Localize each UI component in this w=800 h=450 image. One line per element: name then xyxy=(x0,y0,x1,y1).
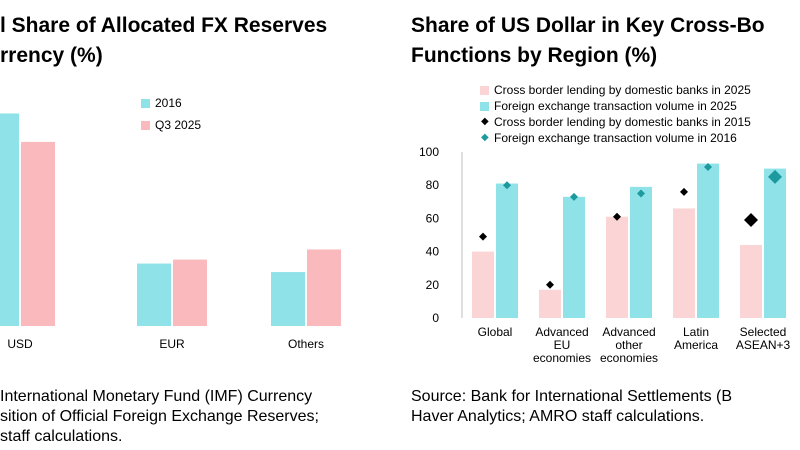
bar-cross-border-lending-by-domestic-banks-in-2025-selected-asean-3 xyxy=(740,244,762,318)
x-tick-label-latin-america-line2: America xyxy=(674,338,718,352)
legend-marker-fx-2016: ◆ xyxy=(481,132,489,143)
legend-swatch-lending-2025 xyxy=(480,86,489,95)
x-tick-label-usd: USD xyxy=(7,337,33,351)
x-tick-label-advanced-eu-economies-line3: economies xyxy=(533,351,591,365)
right-chart-title-line1: Share of US Dollar in Key Cross-Bo xyxy=(411,14,765,37)
right-source-line1: Source: Bank for International Settlemen… xyxy=(411,388,733,405)
bar-foreign-exchange-transaction-volume-in-2025-latin-america xyxy=(697,163,719,318)
right-source-line2: Haver Analytics; AMRO staff calculations… xyxy=(411,408,705,425)
marker-cross-border-lending-by-domestic-banks-in-2015-advanced-other-economies xyxy=(613,212,621,221)
marker-cross-border-lending-by-domestic-banks-in-2015-advanced-eu-economies xyxy=(546,280,554,289)
legend-label-q3-2025: Q3 2025 xyxy=(155,118,202,132)
x-tick-label-advanced-other-economies-line2: other xyxy=(615,338,642,352)
bar-cross-border-lending-by-domestic-banks-in-2025-advanced-eu-economies xyxy=(539,289,561,318)
x-tick-label-selected-asean-3-line2: ASEAN+3 xyxy=(736,338,791,352)
x-tick-label-others: Others xyxy=(288,337,324,351)
left-source-line1: International Monetary Fund (IMF) Curren… xyxy=(0,388,313,405)
legend-marker-lending-2015: ◆ xyxy=(481,116,489,127)
marker-foreign-exchange-transaction-volume-in-2016-latin-america xyxy=(704,162,712,171)
legend-label-lending-2025: Cross border lending by domestic banks i… xyxy=(494,83,751,97)
marker-foreign-exchange-transaction-volume-in-2016-selected-asean-3 xyxy=(768,169,782,184)
marker-foreign-exchange-transaction-volume-in-2016-advanced-other-economies xyxy=(637,189,645,198)
bar-foreign-exchange-transaction-volume-in-2025-global xyxy=(496,183,518,318)
legend-swatch-2016 xyxy=(141,99,150,108)
legend-swatch-fx-2025 xyxy=(480,102,489,111)
bar-2016-others xyxy=(271,272,305,326)
left-chart-title-line2: rrency (%) xyxy=(0,44,103,67)
legend-label-fx-2016: Foreign exchange transaction volume in 2… xyxy=(494,131,737,145)
bar-q3-2025-eur xyxy=(173,259,207,326)
right-chart-title-line2: Functions by Region (%) xyxy=(411,44,658,67)
marker-foreign-exchange-transaction-volume-in-2016-global xyxy=(503,181,511,190)
bar-2016-eur xyxy=(137,263,171,326)
marker-cross-border-lending-by-domestic-banks-in-2015-selected-asean-3 xyxy=(744,213,758,228)
legend-label-lending-2015: Cross border lending by domestic banks i… xyxy=(494,115,751,129)
x-tick-label-selected-asean-3-line1: Selected xyxy=(740,325,787,339)
y-tick-label-0: 0 xyxy=(432,311,439,325)
x-tick-label-eur: EUR xyxy=(159,337,185,351)
bar-q3-2025-usd xyxy=(21,141,55,326)
left-source-line3: staff calculations. xyxy=(0,428,123,445)
marker-cross-border-lending-by-domestic-banks-in-2015-latin-america xyxy=(680,187,688,196)
bar-cross-border-lending-by-domestic-banks-in-2025-global xyxy=(472,251,494,318)
x-tick-label-advanced-other-economies-line3: economies xyxy=(600,351,658,365)
legend-swatch-q3-2025 xyxy=(141,121,150,130)
y-tick-label-20: 20 xyxy=(426,278,440,292)
x-tick-label-advanced-other-economies-line1: Advanced xyxy=(602,325,655,339)
marker-foreign-exchange-transaction-volume-in-2016-advanced-eu-economies xyxy=(570,192,578,201)
bar-cross-border-lending-by-domestic-banks-in-2025-latin-america xyxy=(673,208,695,318)
left-chart-title-line1: l Share of Allocated FX Reserves xyxy=(0,14,328,37)
bar-q3-2025-others xyxy=(307,249,341,326)
x-tick-label-global-line1: Global xyxy=(478,325,513,339)
x-tick-label-latin-america-line1: Latin xyxy=(683,325,709,339)
y-tick-label-80: 80 xyxy=(426,178,440,192)
y-tick-label-40: 40 xyxy=(426,245,440,259)
legend-label-2016: 2016 xyxy=(155,96,182,110)
x-tick-label-advanced-eu-economies-line2: EU xyxy=(554,338,571,352)
x-tick-label-advanced-eu-economies-line1: Advanced xyxy=(535,325,588,339)
bar-foreign-exchange-transaction-volume-in-2025-advanced-eu-economies xyxy=(563,196,585,318)
left-source-line2: sition of Official Foreign Exchange Rese… xyxy=(0,408,319,425)
bar-cross-border-lending-by-domestic-banks-in-2025-advanced-other-economies xyxy=(606,216,628,318)
y-tick-label-60: 60 xyxy=(426,211,440,225)
marker-cross-border-lending-by-domestic-banks-in-2015-global xyxy=(479,232,487,241)
y-tick-label-100: 100 xyxy=(419,145,439,159)
legend-label-fx-2025: Foreign exchange transaction volume in 2… xyxy=(494,99,737,113)
bar-foreign-exchange-transaction-volume-in-2025-selected-asean-3 xyxy=(764,168,786,318)
bar-2016-usd xyxy=(0,113,19,326)
bar-foreign-exchange-transaction-volume-in-2025-advanced-other-economies xyxy=(630,186,652,318)
